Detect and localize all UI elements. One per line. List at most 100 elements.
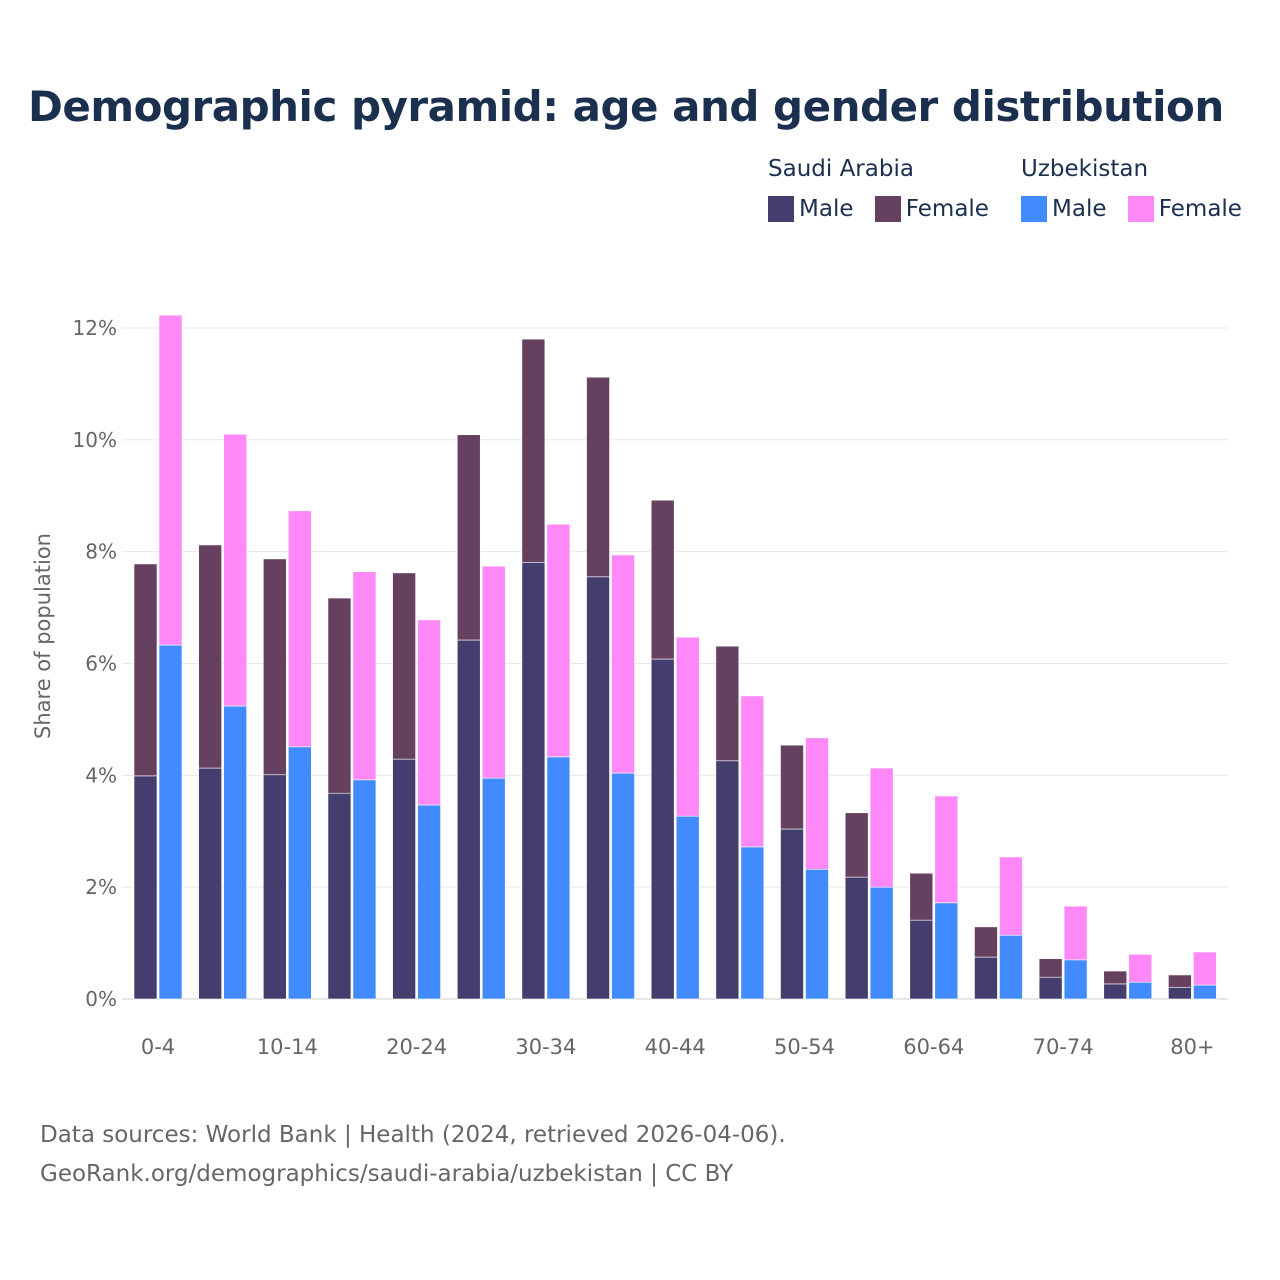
legend-saudi-arabia: Saudi Arabia Male Female bbox=[768, 156, 1003, 228]
bar-uzbekistan-male-75-79 bbox=[1128, 981, 1153, 1000]
y-tick-label: 0% bbox=[85, 987, 117, 1011]
legend-item-saudi-female: Female bbox=[874, 196, 989, 222]
bar-uzbekistan-female-60-64 bbox=[934, 795, 959, 904]
bar-saudi-arabia-female-30-34 bbox=[521, 338, 546, 563]
bar-uzbekistan-male-20-24 bbox=[417, 804, 441, 1000]
bar-uzbekistan-male-40-44 bbox=[675, 815, 700, 1000]
bar-saudi-arabia-male-30-34 bbox=[521, 561, 546, 1000]
bar-saudi-arabia-male-15-19 bbox=[327, 792, 352, 1000]
bar-uzbekistan-male-30-34 bbox=[546, 756, 571, 1000]
bar-uzbekistan-male-25-29 bbox=[481, 777, 506, 1000]
bar-saudi-arabia-female-40-44 bbox=[650, 499, 675, 660]
x-tick-label: 40-44 bbox=[645, 1035, 706, 1059]
bar-saudi-arabia-female-50-54 bbox=[780, 744, 804, 830]
x-tick-label: 70-74 bbox=[1033, 1035, 1094, 1059]
chart-title: Demographic pyramid: age and gender dist… bbox=[28, 82, 1224, 131]
y-tick-label: 4% bbox=[85, 763, 117, 787]
bar-uzbekistan-female-35-39 bbox=[611, 554, 635, 774]
x-tick-label: 80+ bbox=[1170, 1035, 1214, 1059]
bar-uzbekistan-female-0-4 bbox=[158, 314, 183, 646]
x-tick-label: 60-64 bbox=[903, 1035, 964, 1059]
bar-uzbekistan-female-75-79 bbox=[1128, 953, 1153, 983]
bar-saudi-arabia-female-60-64 bbox=[909, 872, 934, 921]
bar-uzbekistan-female-25-29 bbox=[481, 565, 506, 779]
legend-label: Male bbox=[799, 196, 854, 222]
bar-saudi-arabia-female-55-59 bbox=[844, 812, 869, 878]
bar-uzbekistan-female-70-74 bbox=[1063, 905, 1088, 961]
plot-area: Share of population 0% 2% 4% 6% 8% 10% 12% 0-4 1… bbox=[31, 314, 1228, 1059]
bar-saudi-arabia-male-60-64 bbox=[909, 919, 934, 1000]
bar-uzbekistan-male-10-14 bbox=[287, 746, 312, 1000]
legend-country-title: Saudi Arabia bbox=[768, 156, 914, 182]
bar-uzbekistan-male-80+ bbox=[1193, 984, 1217, 1000]
legend-swatch bbox=[768, 196, 794, 222]
footer-link: GeoRank.org/demographics/saudi-arabia/uz… bbox=[40, 1161, 734, 1187]
bar-uzbekistan-male-65-69 bbox=[999, 934, 1023, 1000]
bar-uzbekistan-male-15-19 bbox=[352, 779, 377, 1000]
legend-swatch bbox=[1127, 196, 1154, 222]
bar-uzbekistan-male-0-4 bbox=[158, 644, 183, 1000]
bar-saudi-arabia-female-45-49 bbox=[715, 645, 740, 762]
bar-saudi-arabia-female-70-74 bbox=[1038, 958, 1063, 978]
bar-saudi-arabia-female-10-14 bbox=[262, 558, 287, 776]
bar-uzbekistan-female-55-59 bbox=[869, 767, 894, 888]
bar-saudi-arabia-male-55-59 bbox=[844, 876, 869, 1000]
bar-saudi-arabia-male-80+ bbox=[1168, 986, 1192, 1000]
bar-saudi-arabia-male-40-44 bbox=[650, 658, 675, 1000]
bar-uzbekistan-female-30-34 bbox=[546, 523, 571, 758]
bar-saudi-arabia-female-65-69 bbox=[974, 926, 998, 958]
bar-uzbekistan-female-10-14 bbox=[287, 510, 312, 748]
bar-saudi-arabia-male-0-4 bbox=[133, 775, 158, 1000]
x-tick-label: 20-24 bbox=[386, 1035, 447, 1059]
footer-sources: Data sources: World Bank | Health (2024,… bbox=[40, 1122, 786, 1148]
legend-label: Male bbox=[1052, 196, 1107, 222]
bar-saudi-arabia-female-20-24 bbox=[392, 572, 416, 760]
y-axis-label: Share of population bbox=[31, 533, 55, 739]
bar-uzbekistan-female-80+ bbox=[1193, 951, 1217, 986]
bar-uzbekistan-male-55-59 bbox=[869, 886, 894, 1000]
bar-uzbekistan-female-40-44 bbox=[675, 636, 700, 817]
bar-saudi-arabia-male-20-24 bbox=[392, 758, 416, 1000]
y-tick-label: 8% bbox=[85, 540, 117, 564]
legend-label: Female bbox=[1158, 196, 1242, 222]
legend-swatch bbox=[1021, 196, 1047, 222]
legend-swatch bbox=[874, 196, 901, 222]
y-tick-label: 6% bbox=[85, 651, 117, 675]
bar-saudi-arabia-male-45-49 bbox=[715, 760, 740, 1000]
bar-saudi-arabia-male-25-29 bbox=[456, 639, 481, 1000]
bar-uzbekistan-female-5-9 bbox=[223, 433, 247, 707]
bar-uzbekistan-female-20-24 bbox=[417, 619, 441, 806]
bar-saudi-arabia-female-0-4 bbox=[133, 563, 158, 777]
bar-uzbekistan-male-50-54 bbox=[805, 868, 829, 1000]
y-tick-label: 2% bbox=[85, 875, 117, 899]
bar-saudi-arabia-female-75-79 bbox=[1103, 970, 1128, 985]
bar-saudi-arabia-female-5-9 bbox=[198, 544, 222, 769]
bar-saudi-arabia-female-35-39 bbox=[586, 376, 610, 578]
bar-uzbekistan-female-15-19 bbox=[352, 571, 377, 781]
x-tick-label: 30-34 bbox=[515, 1035, 576, 1059]
bar-saudi-arabia-male-75-79 bbox=[1103, 983, 1128, 1000]
bar-saudi-arabia-female-25-29 bbox=[456, 434, 481, 641]
bar-saudi-arabia-male-65-69 bbox=[974, 956, 998, 1000]
legend-country-title: Uzbekistan bbox=[1021, 156, 1149, 182]
bar-uzbekistan-male-70-74 bbox=[1063, 959, 1088, 1000]
bar-uzbekistan-male-5-9 bbox=[223, 705, 247, 1000]
x-tick-label: 50-54 bbox=[774, 1035, 835, 1059]
bar-saudi-arabia-female-15-19 bbox=[327, 597, 352, 794]
y-tick-label: 12% bbox=[73, 316, 117, 340]
bar-saudi-arabia-female-80+ bbox=[1168, 974, 1192, 988]
legend-label: Female bbox=[905, 196, 989, 222]
footer: Data sources: World Bank | Health (2024,… bbox=[40, 1116, 786, 1194]
bar-saudi-arabia-male-35-39 bbox=[586, 576, 610, 1000]
legend-item-saudi-male: Male bbox=[768, 196, 853, 222]
bar-saudi-arabia-male-50-54 bbox=[780, 828, 804, 1000]
legend-item-uzbekistan-male: Male bbox=[1021, 196, 1106, 222]
bar-uzbekistan-male-60-64 bbox=[934, 902, 959, 1000]
bar-uzbekistan-male-35-39 bbox=[611, 772, 635, 1000]
legend-item-uzbekistan-female: Female bbox=[1127, 196, 1242, 222]
legend-uzbekistan: Uzbekistan Male Female bbox=[1021, 156, 1256, 228]
bar-uzbekistan-female-50-54 bbox=[805, 737, 829, 870]
y-tick-label: 10% bbox=[73, 428, 117, 452]
bar-saudi-arabia-male-10-14 bbox=[262, 774, 287, 1000]
